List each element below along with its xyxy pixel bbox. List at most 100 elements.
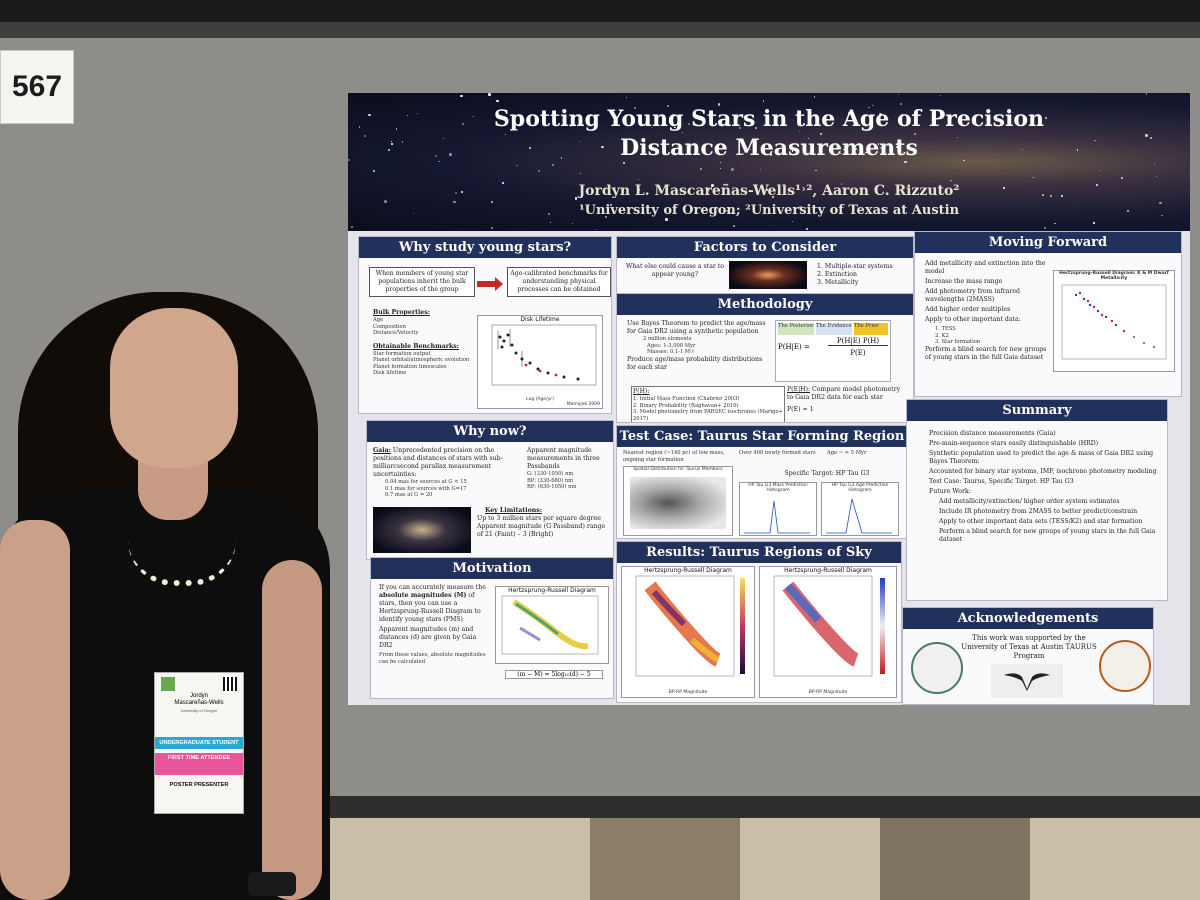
panel-header: Why study young stars? [359, 237, 611, 258]
plot-title: Disk Lifetime [520, 316, 560, 323]
star-dot [798, 130, 801, 133]
star-dot [1076, 149, 1079, 151]
star-dot [391, 143, 394, 145]
star-dot [860, 145, 862, 147]
panel-factors: Factors to Consider What else could caus… [616, 236, 914, 294]
summary-item: Test Case: Taurus, Specific Target: HP T… [929, 478, 1074, 485]
motivation-bullet: Apparent magnitudes (m) and distances (d… [379, 626, 477, 649]
board-bottom-rail [320, 796, 1200, 818]
test-case-bullet: Nearest region (~140 pc) of low mass, on… [623, 450, 725, 463]
star-dot [733, 224, 736, 227]
star-dot [716, 207, 719, 209]
app-mag-text: Apparent magnitude measurements in three… [527, 447, 600, 470]
star-dot [674, 126, 676, 129]
metallicity-scatter [1061, 284, 1167, 360]
disk-lifetime-scatter [491, 324, 597, 386]
motivation-text: If you can accurately measure the absolu… [379, 584, 489, 667]
method-sub: Masses: 0.1-1 M☉ [647, 349, 695, 355]
star-dot [1041, 194, 1044, 196]
mf-item: Add metallicity and extinction into the … [925, 260, 1046, 275]
star-dot [665, 218, 668, 221]
star-dot [1099, 170, 1101, 172]
bench-title: Obtainable Benchmarks: [373, 342, 460, 350]
star-dot [717, 103, 721, 106]
summary-list: Precision distance measurements (Gaia) P… [929, 430, 1163, 546]
star-dot [442, 137, 444, 139]
bench-item: Star formation output [373, 350, 431, 357]
panel-header: Test Case: Taurus Star Forming Region [617, 426, 907, 447]
star-dot [610, 204, 613, 206]
star-dot [1145, 93, 1148, 95]
gaia-sub: 0.7 mas at G = 20 [385, 492, 433, 498]
star-dot [681, 131, 683, 133]
star-dot [727, 193, 729, 196]
bulk-title: Bulk Properties: [373, 309, 430, 316]
mf-item: Add higher order multiples [925, 306, 1011, 313]
future-item: Add metallicity/extinction/ higher order… [939, 498, 1120, 505]
star-dot [449, 153, 452, 156]
panel-methodology: Methodology Use Bayes Theorem to predict… [616, 293, 914, 423]
badge-strip-presenter: POSTER PRESENTER [155, 779, 243, 791]
motivation-bullet: From these values, absolute magnitudes c… [379, 652, 486, 665]
star-dot [1153, 162, 1156, 164]
star-dot [854, 147, 857, 150]
panel-header: Why now? [367, 421, 613, 442]
star-dot [700, 167, 703, 170]
star-dot [807, 137, 809, 140]
passband-item: RP: (630-1050) nm [527, 484, 577, 490]
ph-item: 1. Initial Mass Function (Chabrier 2003) [633, 396, 740, 402]
star-dot [1045, 117, 1047, 119]
gaia-label: Gaia: [373, 447, 391, 454]
summary-item: Future Work: [929, 488, 971, 495]
star-dot [372, 169, 375, 172]
star-dot [901, 113, 904, 117]
badge-logo-icon [161, 677, 175, 691]
red-arrow-icon [477, 281, 499, 287]
star-dot [813, 96, 816, 98]
longhorn-logo-icon [991, 664, 1063, 698]
ack-text: This work was supported by the Universit… [961, 634, 1097, 660]
bullet-bold: absolute magnitudes (M) [379, 592, 467, 599]
panel-header: Summary [907, 400, 1167, 421]
star-dot [572, 223, 574, 225]
factor-item: 3. Metallicity [817, 279, 859, 286]
title-line-2: Distance Measurements [620, 135, 918, 161]
star-dot [717, 144, 720, 147]
results-hr-plot-left: Hertzsprung-Russell Diagram BP-RP Magnit… [621, 566, 755, 698]
mass-histogram-curve [744, 500, 810, 534]
pe-text: P(E) = 1 [787, 406, 814, 413]
star-dot [872, 104, 874, 107]
star-dot [805, 227, 808, 230]
star-dot [819, 133, 822, 136]
plot-xlabel: Log (Age/yr) [526, 397, 554, 402]
star-dot [720, 167, 722, 169]
star-dot [736, 114, 739, 117]
star-dot [762, 100, 765, 102]
star-dot [1096, 184, 1098, 186]
age-histogram: HP Tau G3 Age Prediction Histogram [821, 482, 899, 536]
bench-item: Planet orbital/atmospheric evolution [373, 357, 470, 363]
star-dot [897, 94, 899, 96]
metallicity-hr-plot: Hertzsprung-Russell Diagram: K & M Dwarf… [1053, 270, 1175, 372]
method-sub: 2 million elements [643, 336, 692, 342]
star-dot [667, 105, 670, 108]
star-dot [548, 213, 551, 215]
factors-list: 1. Multiple-star systems 2. Extinction 3… [817, 263, 907, 287]
age-histogram-curve [826, 498, 892, 534]
why-study-box-left: When members of young star populations i… [369, 267, 475, 297]
test-case-bullet: Over 400 newly formed stars [739, 450, 816, 456]
prior-list: P(H): 1. Initial Mass Function (Chabrier… [631, 386, 785, 422]
star-dot [388, 149, 391, 152]
star-dot [904, 160, 907, 164]
badge-strip-student: UNDERGRADUATE STUDENT [155, 737, 243, 749]
star-dot [625, 96, 627, 98]
university-seal-icon [911, 642, 963, 694]
star-dot [799, 205, 802, 209]
future-item: Perform a blind search for new groups of… [939, 528, 1156, 543]
star-dot [738, 127, 741, 130]
star-dot [462, 123, 464, 126]
methodology-text: Use Bayes Theorem to predict the age/mas… [627, 320, 767, 372]
bayes-label-prior: The Prior [854, 323, 888, 335]
bulk-item: Distance/Velocity [373, 330, 419, 336]
poster-authors: Jordyn L. Mascareñas-Wells¹˒², Aaron C. … [578, 183, 960, 199]
